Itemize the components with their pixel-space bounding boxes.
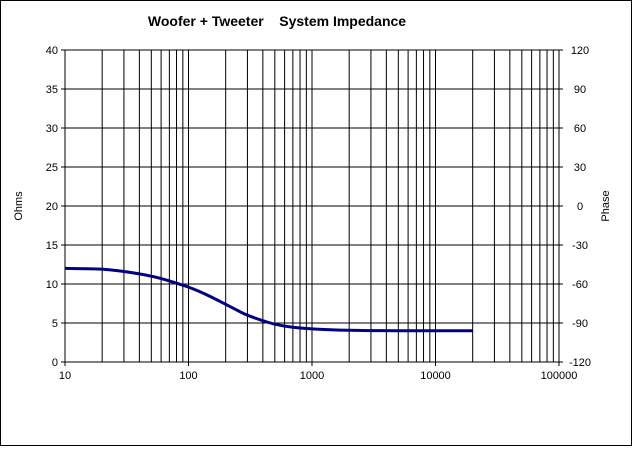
y-axis-label: Ohms [13, 191, 25, 221]
y2-tick-label: 120 [571, 45, 589, 57]
y-tick-label: 0 [52, 357, 58, 369]
x-tick-label: 100 [179, 370, 197, 382]
impedance-series-line [64, 266, 473, 333]
y2-tick-label: 30 [574, 162, 586, 174]
grid-lines [65, 50, 559, 362]
x-tick-label: 100000 [541, 370, 578, 382]
y-tick-label: 40 [46, 45, 58, 57]
y-tick-label: 30 [46, 123, 58, 135]
y2-tick-label: -30 [572, 240, 588, 252]
y2-tick-label: -120 [569, 357, 591, 369]
y2-tick-label: -60 [572, 279, 588, 291]
y-tick-label: 35 [46, 84, 58, 96]
tick-labels: 0 5 10 15 20 25 30 35 40 -120 -90 -60 -30 0 30 60 90 120 1… [46, 45, 591, 382]
chart-title: Woofer + Tweeter System Impedance [148, 13, 406, 29]
y2-tick-label: 0 [577, 201, 583, 213]
y2-tick-label: 90 [574, 84, 586, 96]
y2-tick-label: 60 [574, 123, 586, 135]
x-tick-label: 10000 [420, 370, 451, 382]
series-layer [64, 266, 473, 333]
x-tick-label: 1000 [300, 370, 324, 382]
y-tick-label: 15 [46, 240, 58, 252]
y2-tick-label: -90 [572, 318, 588, 330]
y2-axis-label: Phase [600, 190, 612, 221]
y-tick-label: 25 [46, 162, 58, 174]
y-tick-label: 5 [52, 318, 58, 330]
y-tick-label: 10 [46, 279, 58, 291]
y-tick-label: 20 [46, 201, 58, 213]
x-tick-label: 10 [59, 370, 71, 382]
